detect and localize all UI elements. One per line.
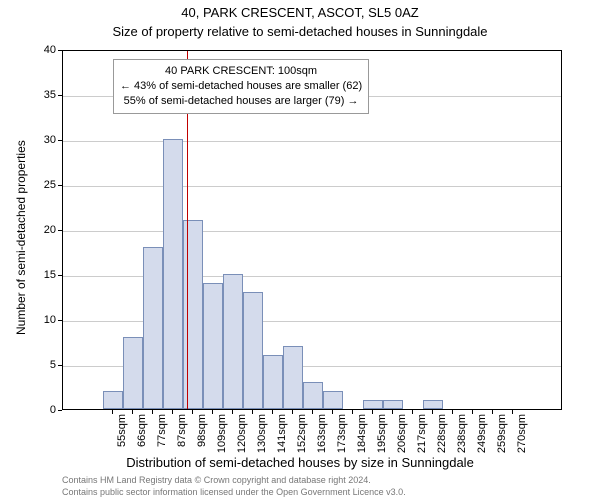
x-tick-label: 77sqm xyxy=(156,414,168,454)
x-tick-label: 195sqm xyxy=(376,414,388,454)
y-tick-label: 10 xyxy=(38,314,56,326)
annotation-box: 40 PARK CRESCENT: 100sqm← 43% of semi-de… xyxy=(113,59,369,114)
annotation-line: 55% of semi-detached houses are larger (… xyxy=(120,94,362,109)
x-tick-label: 87sqm xyxy=(176,414,188,454)
x-tick xyxy=(172,410,173,414)
page-title: 40, PARK CRESCENT, ASCOT, SL5 0AZ xyxy=(0,5,600,20)
attribution-footer: Contains HM Land Registry data © Crown c… xyxy=(62,475,406,498)
x-tick xyxy=(252,410,253,414)
footer-line-1: Contains HM Land Registry data © Crown c… xyxy=(62,475,406,487)
x-tick xyxy=(232,410,233,414)
histogram-bar xyxy=(283,346,303,409)
x-tick-label: 217sqm xyxy=(416,414,428,454)
gridline xyxy=(63,276,561,277)
x-tick-label: 98sqm xyxy=(196,414,208,454)
histogram-bar xyxy=(423,400,443,409)
x-tick-label: 55sqm xyxy=(116,414,128,454)
y-tick-label: 40 xyxy=(38,44,56,56)
histogram-bar xyxy=(263,355,283,409)
x-tick-label: 163sqm xyxy=(316,414,328,454)
gridline xyxy=(63,186,561,187)
histogram-bar xyxy=(363,400,383,409)
x-tick-label: 259sqm xyxy=(496,414,508,454)
x-tick-label: 152sqm xyxy=(296,414,308,454)
y-tick-label: 0 xyxy=(38,404,56,416)
x-tick-label: 206sqm xyxy=(396,414,408,454)
x-tick-label: 228sqm xyxy=(436,414,448,454)
gridline xyxy=(63,321,561,322)
x-tick-label: 66sqm xyxy=(136,414,148,454)
plot-area: 40 PARK CRESCENT: 100sqm← 43% of semi-de… xyxy=(62,50,562,410)
y-tick xyxy=(58,140,62,141)
x-tick-label: 270sqm xyxy=(516,414,528,454)
x-tick xyxy=(432,410,433,414)
x-tick xyxy=(312,410,313,414)
x-tick xyxy=(272,410,273,414)
x-tick-label: 184sqm xyxy=(356,414,368,454)
footer-line-2: Contains public sector information licen… xyxy=(62,487,406,499)
chart-root: 40, PARK CRESCENT, ASCOT, SL5 0AZ Size o… xyxy=(0,0,600,500)
histogram-bar xyxy=(203,283,223,409)
x-tick xyxy=(492,410,493,414)
histogram-bar xyxy=(143,247,163,409)
x-tick xyxy=(212,410,213,414)
histogram-bar xyxy=(303,382,323,409)
x-tick xyxy=(512,410,513,414)
histogram-bar xyxy=(183,220,203,409)
x-tick xyxy=(392,410,393,414)
histogram-bar xyxy=(123,337,143,409)
x-tick xyxy=(132,410,133,414)
y-tick xyxy=(58,410,62,411)
x-tick xyxy=(412,410,413,414)
y-tick-label: 30 xyxy=(38,134,56,146)
x-tick xyxy=(472,410,473,414)
histogram-bar xyxy=(163,139,183,409)
y-tick xyxy=(58,185,62,186)
x-tick-label: 120sqm xyxy=(236,414,248,454)
histogram-bar xyxy=(223,274,243,409)
y-tick xyxy=(58,230,62,231)
y-tick xyxy=(58,365,62,366)
gridline xyxy=(63,141,561,142)
y-tick-label: 5 xyxy=(38,359,56,371)
x-tick xyxy=(292,410,293,414)
annotation-line: 40 PARK CRESCENT: 100sqm xyxy=(120,64,362,79)
histogram-bar xyxy=(103,391,123,409)
x-tick-label: 238sqm xyxy=(456,414,468,454)
x-tick-label: 141sqm xyxy=(276,414,288,454)
y-tick xyxy=(58,320,62,321)
gridline xyxy=(63,231,561,232)
y-tick xyxy=(58,275,62,276)
x-tick xyxy=(112,410,113,414)
histogram-bar xyxy=(243,292,263,409)
x-axis-title: Distribution of semi-detached houses by … xyxy=(0,455,600,470)
histogram-bar xyxy=(383,400,403,409)
y-tick-label: 20 xyxy=(38,224,56,236)
x-tick xyxy=(192,410,193,414)
x-tick-label: 249sqm xyxy=(476,414,488,454)
x-tick-label: 109sqm xyxy=(216,414,228,454)
histogram-bar xyxy=(323,391,343,409)
x-tick-label: 130sqm xyxy=(256,414,268,454)
y-tick-label: 15 xyxy=(38,269,56,281)
y-axis-title: Number of semi-detached properties xyxy=(14,140,28,335)
x-tick xyxy=(372,410,373,414)
y-tick-label: 25 xyxy=(38,179,56,191)
chart-subtitle: Size of property relative to semi-detach… xyxy=(0,24,600,39)
x-tick xyxy=(352,410,353,414)
x-tick-label: 173sqm xyxy=(336,414,348,454)
x-tick xyxy=(152,410,153,414)
x-tick xyxy=(452,410,453,414)
x-tick xyxy=(332,410,333,414)
y-tick xyxy=(58,50,62,51)
y-tick-label: 35 xyxy=(38,89,56,101)
y-tick xyxy=(58,95,62,96)
annotation-line: ← 43% of semi-detached houses are smalle… xyxy=(120,79,362,94)
